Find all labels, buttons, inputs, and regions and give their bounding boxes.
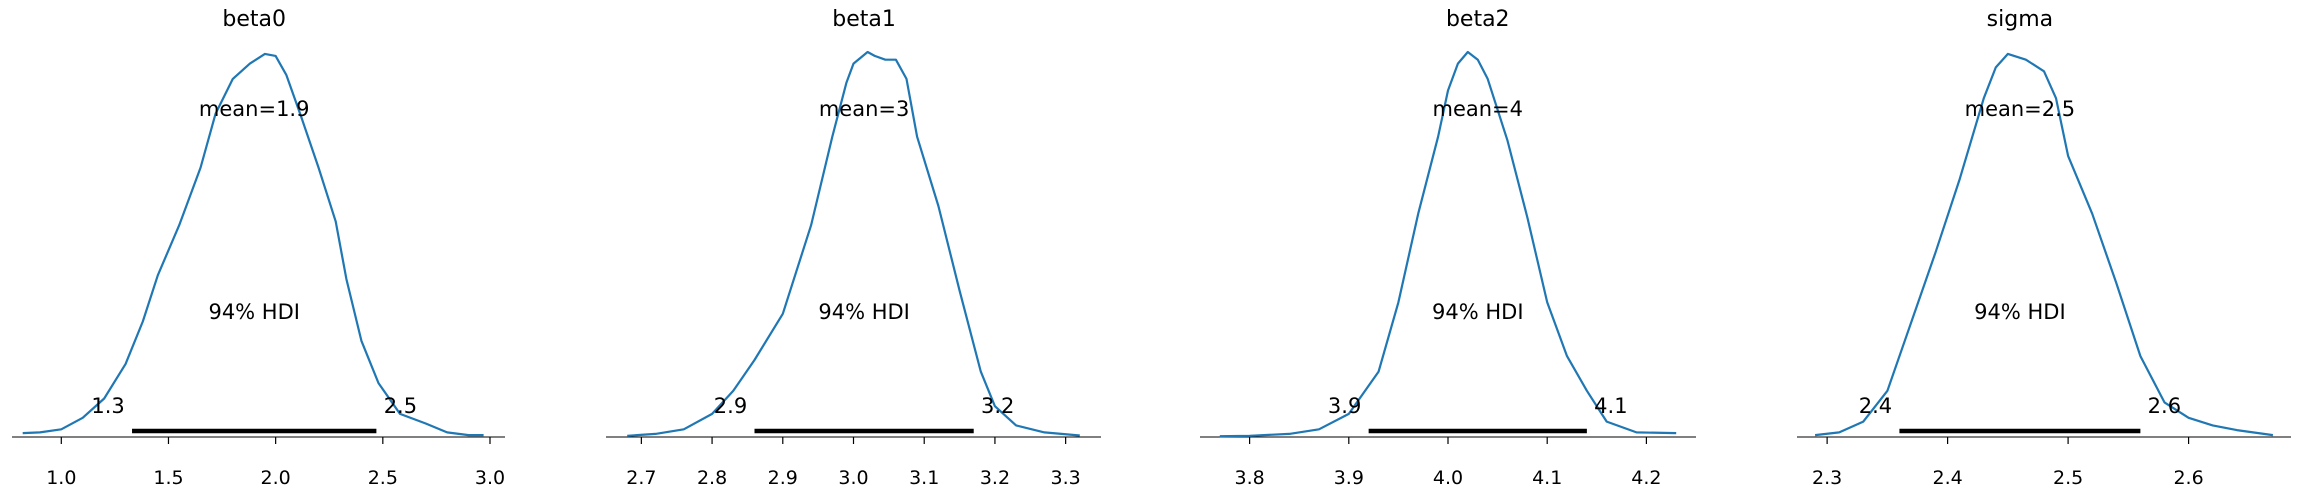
hdi-upper-label: 2.6	[2148, 394, 2181, 418]
panel-title: beta2	[1446, 7, 1510, 32]
mean-label: mean=1.9	[199, 97, 310, 121]
hdi-label: 94% HDI	[1432, 300, 1524, 324]
x-tick-label: 2.4	[1933, 467, 1963, 489]
hdi-label: 94% HDI	[208, 300, 300, 324]
density-line	[22, 52, 484, 437]
hdi-upper-label: 2.5	[384, 394, 417, 418]
hdi-label: 94% HDI	[1974, 300, 2066, 324]
hdi-lower-label: 2.4	[1859, 394, 1892, 418]
panel-sigma: 2.3 2.4 2.5 2.6 2.4 2.6 sigma mean=2.5 94% HDI	[1797, 7, 2291, 489]
x-tick-label: 2.5	[2053, 467, 2083, 489]
x-tick-label: 3.3	[1051, 467, 1081, 489]
hdi-upper-label: 4.1	[1594, 394, 1627, 418]
x-tick-label: 2.6	[2173, 467, 2203, 489]
x-tick-label: 2.5	[368, 467, 398, 489]
x-tick-label: 3.9	[1334, 467, 1364, 489]
density-line	[1814, 52, 2274, 437]
panel-beta2: 3.8 3.9 4.0 4.1 4.2 3.9 4.1 beta2 mean=4 94% HDI	[1200, 7, 1696, 489]
panel-beta1: 2.7 2.8 2.9 3.0 3.1 3.2 3.3 2.9 3.2 beta1 mean=3 94…	[606, 7, 1101, 489]
hdi-lower-label: 2.9	[714, 394, 747, 418]
hdi-lower-label: 3.9	[1328, 394, 1361, 418]
hdi-label: 94% HDI	[818, 300, 910, 324]
x-tick-label: 1.5	[153, 467, 183, 489]
x-tick-label: 2.3	[1812, 467, 1842, 489]
x-tick-label: 4.0	[1433, 467, 1463, 489]
mean-label: mean=4	[1433, 97, 1524, 121]
mean-label: mean=2.5	[1965, 97, 2076, 121]
x-tick-label: 2.0	[261, 467, 291, 489]
x-tick-label: 3.2	[980, 467, 1010, 489]
x-tick-label: 4.2	[1631, 467, 1661, 489]
x-tick-label: 3.0	[475, 467, 505, 489]
mean-label: mean=3	[819, 97, 910, 121]
density-line	[627, 50, 1080, 437]
panel-title: beta1	[832, 7, 896, 32]
x-tick-label: 3.8	[1234, 467, 1264, 489]
x-tick-label: 2.7	[626, 467, 656, 489]
x-tick-label: 1.0	[46, 467, 76, 489]
panel-title: sigma	[1987, 7, 2053, 32]
hdi-upper-label: 3.2	[981, 394, 1014, 418]
x-tick-label: 2.8	[697, 467, 727, 489]
density-line	[1219, 50, 1677, 438]
x-tick-label: 2.9	[768, 467, 798, 489]
panel-beta0: 1.0 1.5 2.0 2.5 3.0 1.3 2.5 beta0 mean=1.9 94% HD…	[12, 7, 505, 489]
hdi-lower-label: 1.3	[91, 394, 124, 418]
x-tick-label: 4.1	[1532, 467, 1562, 489]
panel-title: beta0	[222, 7, 286, 32]
x-tick-label: 3.1	[909, 467, 939, 489]
x-tick-label: 3.0	[838, 467, 868, 489]
